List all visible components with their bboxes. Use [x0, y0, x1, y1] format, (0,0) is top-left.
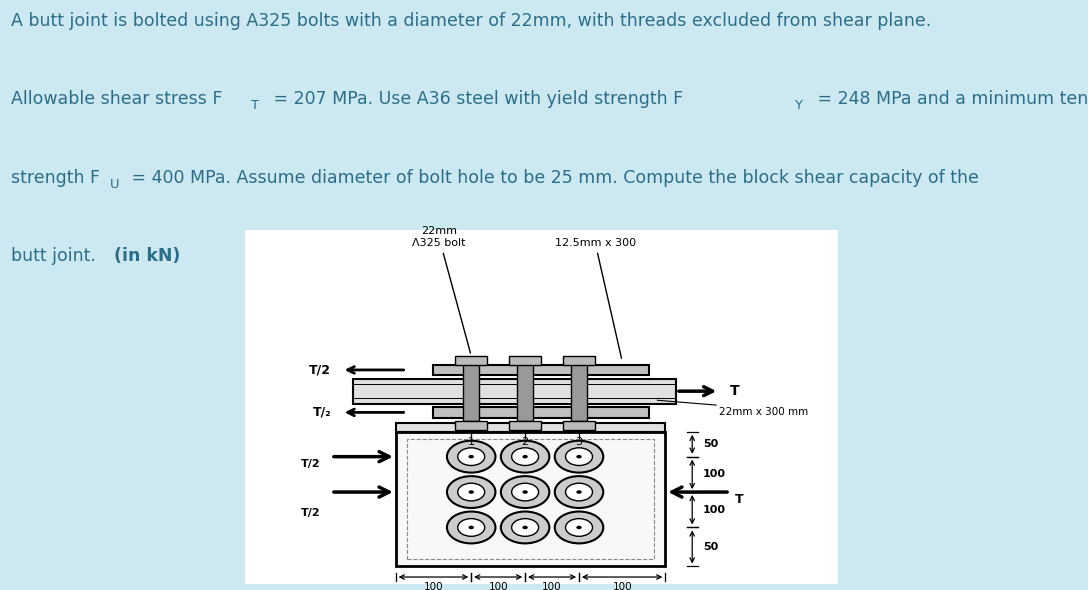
- Bar: [396, 423, 665, 432]
- Text: T/2: T/2: [300, 509, 320, 518]
- Circle shape: [511, 483, 539, 501]
- Circle shape: [555, 512, 603, 543]
- Text: 22mm x 300 mm: 22mm x 300 mm: [719, 407, 808, 417]
- Text: 1: 1: [468, 437, 474, 447]
- Circle shape: [522, 526, 528, 529]
- Text: T/2: T/2: [300, 459, 320, 468]
- Circle shape: [447, 512, 495, 543]
- Text: T/₂: T/₂: [312, 406, 331, 419]
- Text: T: T: [730, 384, 740, 398]
- Bar: [517, 361, 533, 421]
- Text: (in kN): (in kN): [114, 247, 181, 266]
- Bar: [562, 356, 595, 365]
- Circle shape: [566, 519, 593, 536]
- Circle shape: [500, 512, 549, 543]
- Text: T: T: [250, 99, 259, 112]
- Circle shape: [447, 476, 495, 508]
- Text: 2: 2: [521, 437, 529, 447]
- Circle shape: [469, 526, 474, 529]
- Text: strength F: strength F: [11, 169, 100, 187]
- Text: 100: 100: [489, 582, 508, 590]
- Circle shape: [458, 519, 484, 536]
- Bar: [407, 439, 655, 559]
- Circle shape: [458, 448, 484, 466]
- Circle shape: [447, 441, 495, 473]
- Text: U: U: [110, 178, 120, 191]
- Text: A butt joint is bolted using A325 bolts with a diameter of 22mm, with threads ex: A butt joint is bolted using A325 bolts …: [11, 12, 931, 30]
- Circle shape: [577, 526, 582, 529]
- Text: 100: 100: [703, 470, 726, 479]
- Bar: [571, 361, 588, 421]
- Circle shape: [522, 455, 528, 458]
- Text: 22mm
Λ325 bolt: 22mm Λ325 bolt: [412, 226, 470, 353]
- Circle shape: [566, 483, 593, 501]
- Text: 100: 100: [542, 582, 561, 590]
- Bar: [396, 432, 665, 566]
- Circle shape: [469, 490, 474, 494]
- Text: T/2: T/2: [309, 363, 331, 376]
- Text: 100: 100: [613, 582, 632, 590]
- Circle shape: [469, 455, 474, 458]
- Text: Y: Y: [794, 99, 803, 112]
- Circle shape: [500, 441, 549, 473]
- Bar: [433, 365, 650, 375]
- Bar: [463, 361, 480, 421]
- Circle shape: [500, 476, 549, 508]
- Bar: [509, 421, 541, 430]
- Bar: [353, 379, 676, 404]
- Text: = 207 MPa. Use A36 steel with yield strength F: = 207 MPa. Use A36 steel with yield stre…: [268, 90, 683, 109]
- Text: T: T: [735, 493, 744, 506]
- Text: 100: 100: [423, 582, 443, 590]
- Text: 100: 100: [703, 505, 726, 514]
- Circle shape: [577, 490, 582, 494]
- Text: = 400 MPa. Assume diameter of bolt hole to be 25 mm. Compute the block shear cap: = 400 MPa. Assume diameter of bolt hole …: [126, 169, 979, 187]
- Circle shape: [522, 490, 528, 494]
- Text: = 248 MPa and a minimum tensile: = 248 MPa and a minimum tensile: [812, 90, 1088, 109]
- Bar: [509, 356, 541, 365]
- Circle shape: [511, 519, 539, 536]
- Bar: [455, 356, 487, 365]
- Bar: [455, 421, 487, 430]
- Circle shape: [511, 448, 539, 466]
- Text: butt joint.: butt joint.: [11, 247, 101, 266]
- Text: Allowable shear stress F: Allowable shear stress F: [11, 90, 222, 109]
- Circle shape: [566, 448, 593, 466]
- Circle shape: [555, 476, 603, 508]
- Bar: [433, 407, 650, 418]
- Bar: [562, 421, 595, 430]
- Text: 50: 50: [703, 440, 718, 449]
- Text: 50: 50: [703, 542, 718, 552]
- Circle shape: [555, 441, 603, 473]
- Circle shape: [458, 483, 484, 501]
- Text: 3: 3: [576, 437, 582, 447]
- Circle shape: [577, 455, 582, 458]
- Text: 12.5mm x 300: 12.5mm x 300: [555, 238, 635, 358]
